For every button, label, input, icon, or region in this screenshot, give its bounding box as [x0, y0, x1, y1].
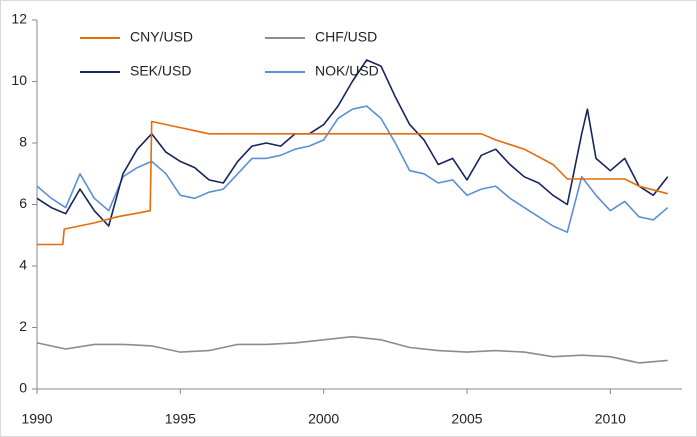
x-tick-label: 2010 — [595, 411, 626, 427]
legend-label: CNY/USD — [130, 29, 193, 45]
legend-label: SEK/USD — [130, 63, 191, 79]
y-tick-label: 12 — [11, 11, 27, 27]
x-tick-label: 1995 — [165, 411, 196, 427]
series-line — [36, 59, 669, 227]
series-line — [37, 120, 668, 246]
y-tick-label: 2 — [19, 318, 27, 334]
y-tick-label: 6 — [19, 195, 27, 211]
y-tick-label: 10 — [11, 72, 27, 88]
x-tick-label: 2005 — [451, 411, 482, 427]
x-tick-label: 1990 — [21, 411, 52, 427]
y-tick-label: 0 — [19, 380, 27, 396]
legend-label: CHF/USD — [315, 29, 377, 45]
series-line — [36, 335, 668, 364]
y-tick-label: 4 — [19, 257, 27, 273]
legend-label: NOK/USD — [315, 63, 379, 79]
x-tick-label: 2000 — [308, 411, 339, 427]
y-tick-label: 8 — [19, 134, 27, 150]
series-line — [36, 105, 669, 233]
